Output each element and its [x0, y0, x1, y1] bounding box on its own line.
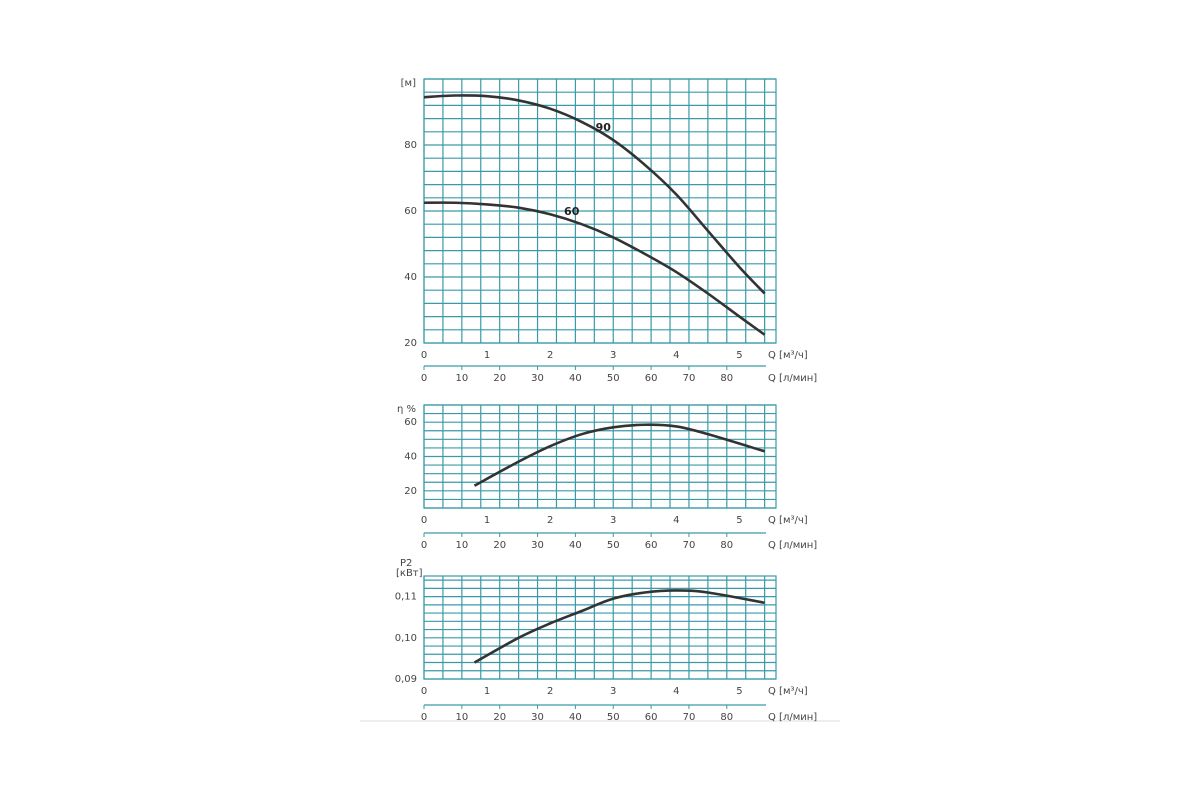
x2-tick-label: 80 — [720, 712, 733, 723]
y-tick-label: 40 — [404, 272, 417, 283]
x-tick-label: 2 — [547, 350, 553, 361]
x2-tick-label: 10 — [455, 540, 468, 551]
y-tick-label: 20 — [404, 486, 417, 497]
plot-frame — [423, 404, 777, 509]
x-tick-label: 0 — [421, 350, 427, 361]
x2-tick-label: 20 — [493, 712, 506, 723]
x2-axis-label: Q [л/мин] — [768, 712, 817, 723]
x2-tick-label: 60 — [645, 540, 658, 551]
x-axis-label: Q [м³/ч] — [768, 350, 808, 361]
x-tick-label: 4 — [673, 686, 679, 697]
x2-tick-label: 50 — [607, 540, 620, 551]
x2-tick-label: 20 — [493, 540, 506, 551]
y-axis-label: [м] — [401, 78, 416, 89]
x-tick-label: 4 — [673, 350, 679, 361]
x2-tick-label: 70 — [683, 373, 696, 384]
x2-tick-label: 80 — [720, 540, 733, 551]
x2-tick-label: 40 — [569, 540, 582, 551]
y-tick-label: 80 — [404, 140, 417, 151]
x-tick-label: 5 — [736, 515, 742, 526]
curve — [423, 201, 766, 336]
x-tick-label: 1 — [484, 350, 490, 361]
x-tick-label: 2 — [547, 686, 553, 697]
y-axis-label: η % — [397, 404, 416, 415]
x2-tick-label: 0 — [421, 712, 427, 723]
x2-tick-label: 60 — [645, 373, 658, 384]
x-tick-label: 5 — [736, 350, 742, 361]
x2-tick-label: 40 — [569, 373, 582, 384]
plot-frame — [423, 78, 777, 344]
y-tick-label: 60 — [404, 417, 417, 428]
curve — [423, 94, 766, 295]
x-tick-label: 4 — [673, 515, 679, 526]
x-axis-label: Q [м³/ч] — [768, 515, 808, 526]
y-tick-label: 0,10 — [395, 633, 417, 644]
y-axis-label: P2 — [400, 558, 412, 569]
y-axis-unit: [кВт] — [396, 568, 423, 579]
plot-frame — [423, 575, 777, 680]
curve — [473, 589, 765, 664]
curve-label: 60 — [564, 205, 580, 218]
x2-axis-label: Q [л/мин] — [768, 540, 817, 551]
x2-tick-label: 70 — [683, 712, 696, 723]
x-tick-label: 3 — [610, 686, 616, 697]
x-tick-label: 0 — [421, 686, 427, 697]
x2-tick-label: 10 — [455, 373, 468, 384]
x2-tick-label: 50 — [607, 712, 620, 723]
y-tick-label: 0,09 — [395, 674, 417, 685]
x-axis-label: Q [м³/ч] — [768, 686, 808, 697]
x2-axis-label: Q [л/мин] — [768, 373, 817, 384]
x-tick-label: 2 — [547, 515, 553, 526]
x2-tick-label: 0 — [421, 373, 427, 384]
x-tick-label: 5 — [736, 686, 742, 697]
x-tick-label: 1 — [484, 686, 490, 697]
x2-tick-label: 30 — [531, 540, 544, 551]
x2-tick-label: 30 — [531, 373, 544, 384]
y-tick-label: 40 — [404, 452, 417, 463]
x2-tick-label: 60 — [645, 712, 658, 723]
x-tick-label: 1 — [484, 515, 490, 526]
x2-tick-label: 40 — [569, 712, 582, 723]
x2-tick-label: 50 — [607, 373, 620, 384]
x-tick-label: 3 — [610, 350, 616, 361]
x-tick-label: 0 — [421, 515, 427, 526]
x2-tick-label: 20 — [493, 373, 506, 384]
y-tick-label: 60 — [404, 206, 417, 217]
x-tick-label: 3 — [610, 515, 616, 526]
x2-tick-label: 0 — [421, 540, 427, 551]
curve — [473, 423, 766, 487]
curve-label: 90 — [596, 121, 612, 134]
x2-tick-label: 10 — [455, 712, 468, 723]
y-tick-label: 20 — [404, 338, 417, 349]
x2-tick-label: 80 — [720, 373, 733, 384]
x2-tick-label: 30 — [531, 712, 544, 723]
x2-tick-label: 70 — [683, 540, 696, 551]
y-tick-label: 0,11 — [395, 592, 417, 603]
